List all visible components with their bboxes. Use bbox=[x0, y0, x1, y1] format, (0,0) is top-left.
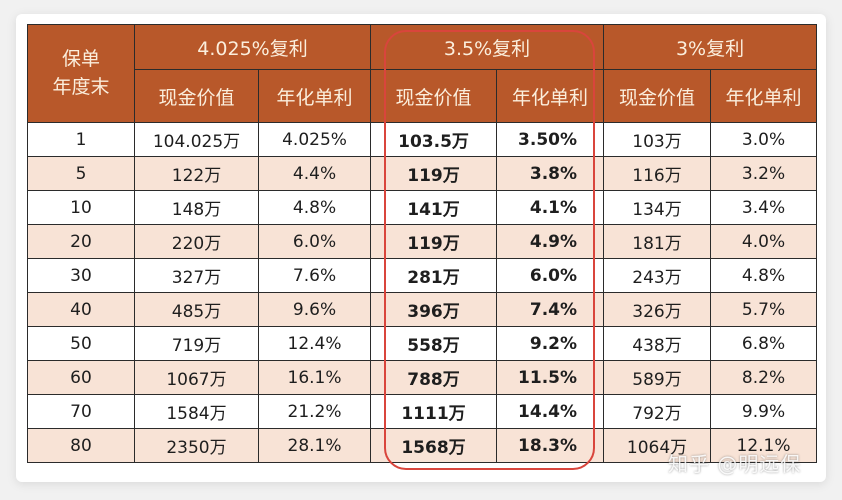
rate-3-cell: 4.0% bbox=[710, 224, 818, 259]
rate-4025-cell: 28.1% bbox=[257, 428, 372, 463]
table-row: 70 1584万 21.2% 1111万 14.4% 792万 9.9% bbox=[27, 394, 818, 429]
table-row: 50 719万 12.4% 558万 9.2% 438万 6.8% bbox=[27, 326, 818, 361]
cash-value-3-cell: 134万 bbox=[603, 190, 712, 225]
group-header-4025: 4.025%复利 bbox=[133, 24, 372, 70]
rate-3-cell: 3.4% bbox=[710, 190, 818, 225]
cash-value-35-cell: 558万 bbox=[370, 326, 498, 361]
table-row: 20 220万 6.0% 119万 4.9% 181万 4.0% bbox=[27, 224, 818, 259]
subheader-simple-rate: 年化单利 bbox=[257, 69, 372, 123]
year-cell: 50 bbox=[27, 326, 135, 361]
rate-4025-cell: 6.0% bbox=[257, 224, 372, 259]
cash-value-4025-cell: 1067万 bbox=[134, 360, 259, 395]
year-cell: 5 bbox=[27, 156, 135, 191]
rate-3-cell: 3.2% bbox=[710, 156, 818, 191]
rate-35-cell: 3.50% bbox=[496, 122, 605, 157]
year-cell: 40 bbox=[27, 292, 135, 327]
cash-value-3-cell: 438万 bbox=[603, 326, 712, 361]
cash-value-4025-cell: 220万 bbox=[134, 224, 259, 259]
subheader-cash-value: 现金价值 bbox=[603, 69, 712, 123]
cash-value-comparison-table: 保单 年度末 4.025%复利 3.5%复利 3%复利 现金价值 年化单利 现金… bbox=[27, 24, 818, 463]
cash-value-35-cell: 119万 bbox=[370, 156, 498, 191]
cash-value-35-cell: 788万 bbox=[370, 360, 498, 395]
cash-value-3-cell: 181万 bbox=[603, 224, 712, 259]
subheader-cash-value: 现金价值 bbox=[370, 69, 498, 123]
group-header-35: 3.5%复利 bbox=[370, 24, 605, 70]
cash-value-3-cell: 1064万 bbox=[603, 428, 712, 463]
cash-value-3-cell: 589万 bbox=[603, 360, 712, 395]
table-row: 60 1067万 16.1% 788万 11.5% 589万 8.2% bbox=[27, 360, 818, 395]
cash-value-35-cell: 396万 bbox=[370, 292, 498, 327]
cash-value-4025-cell: 485万 bbox=[134, 292, 259, 327]
rate-35-cell: 4.9% bbox=[496, 224, 605, 259]
table-row: 40 485万 9.6% 396万 7.4% 326万 5.7% bbox=[27, 292, 818, 327]
rate-35-cell: 11.5% bbox=[496, 360, 605, 395]
rate-3-cell: 4.8% bbox=[710, 258, 818, 293]
rate-35-cell: 18.3% bbox=[496, 428, 605, 463]
cash-value-35-cell: 1568万 bbox=[370, 428, 498, 463]
subheader-simple-rate: 年化单利 bbox=[496, 69, 605, 123]
year-cell: 20 bbox=[27, 224, 135, 259]
cash-value-4025-cell: 122万 bbox=[134, 156, 259, 191]
rate-35-cell: 6.0% bbox=[496, 258, 605, 293]
rate-35-cell: 3.8% bbox=[496, 156, 605, 191]
table-row: 1 104.025万 4.025% 103.5万 3.50% 103万 3.0% bbox=[27, 122, 818, 157]
rate-35-cell: 7.4% bbox=[496, 292, 605, 327]
cash-value-3-cell: 792万 bbox=[603, 394, 712, 429]
rate-4025-cell: 4.025% bbox=[257, 122, 372, 157]
cash-value-4025-cell: 148万 bbox=[134, 190, 259, 225]
year-cell: 10 bbox=[27, 190, 135, 225]
rate-4025-cell: 7.6% bbox=[257, 258, 372, 293]
table-row: 80 2350万 28.1% 1568万 18.3% 1064万 12.1% bbox=[27, 428, 818, 463]
rate-35-cell: 9.2% bbox=[496, 326, 605, 361]
year-cell: 30 bbox=[27, 258, 135, 293]
rate-35-cell: 4.1% bbox=[496, 190, 605, 225]
table-row: 10 148万 4.8% 141万 4.1% 134万 3.4% bbox=[27, 190, 818, 225]
cash-value-3-cell: 103万 bbox=[603, 122, 712, 157]
year-cell: 70 bbox=[27, 394, 135, 429]
rate-3-cell: 3.0% bbox=[710, 122, 818, 157]
policy-year-header-line1: 保单 bbox=[61, 47, 100, 70]
year-cell: 80 bbox=[27, 428, 135, 463]
rate-4025-cell: 4.4% bbox=[257, 156, 372, 191]
cash-value-35-cell: 281万 bbox=[370, 258, 498, 293]
rate-3-cell: 9.9% bbox=[710, 394, 818, 429]
subheader-simple-rate: 年化单利 bbox=[710, 69, 818, 123]
cash-value-3-cell: 116万 bbox=[603, 156, 712, 191]
policy-year-header: 保单 年度末 bbox=[27, 24, 135, 123]
year-cell: 60 bbox=[27, 360, 135, 395]
table-row: 5 122万 4.4% 119万 3.8% 116万 3.2% bbox=[27, 156, 818, 191]
subheader-cash-value: 现金价值 bbox=[134, 69, 259, 123]
rate-3-cell: 12.1% bbox=[710, 428, 818, 463]
cash-value-4025-cell: 719万 bbox=[134, 326, 259, 361]
rate-35-cell: 14.4% bbox=[496, 394, 605, 429]
cash-value-4025-cell: 327万 bbox=[134, 258, 259, 293]
group-header-3: 3%复利 bbox=[603, 24, 818, 70]
policy-year-header-line2: 年度末 bbox=[52, 75, 110, 98]
year-cell: 1 bbox=[27, 122, 135, 157]
rate-3-cell: 6.8% bbox=[710, 326, 818, 361]
rate-4025-cell: 4.8% bbox=[257, 190, 372, 225]
cash-value-4025-cell: 1584万 bbox=[134, 394, 259, 429]
cash-value-35-cell: 141万 bbox=[370, 190, 498, 225]
rate-3-cell: 5.7% bbox=[710, 292, 818, 327]
cash-value-3-cell: 326万 bbox=[603, 292, 712, 327]
cash-value-35-cell: 1111万 bbox=[370, 394, 498, 429]
rate-4025-cell: 16.1% bbox=[257, 360, 372, 395]
cash-value-4025-cell: 104.025万 bbox=[134, 122, 259, 157]
cash-value-4025-cell: 2350万 bbox=[134, 428, 259, 463]
rate-4025-cell: 12.4% bbox=[257, 326, 372, 361]
rate-4025-cell: 9.6% bbox=[257, 292, 372, 327]
cash-value-35-cell: 119万 bbox=[370, 224, 498, 259]
cash-value-35-cell: 103.5万 bbox=[370, 122, 498, 157]
cash-value-3-cell: 243万 bbox=[603, 258, 712, 293]
rate-3-cell: 8.2% bbox=[710, 360, 818, 395]
table-row: 30 327万 7.6% 281万 6.0% 243万 4.8% bbox=[27, 258, 818, 293]
rate-4025-cell: 21.2% bbox=[257, 394, 372, 429]
